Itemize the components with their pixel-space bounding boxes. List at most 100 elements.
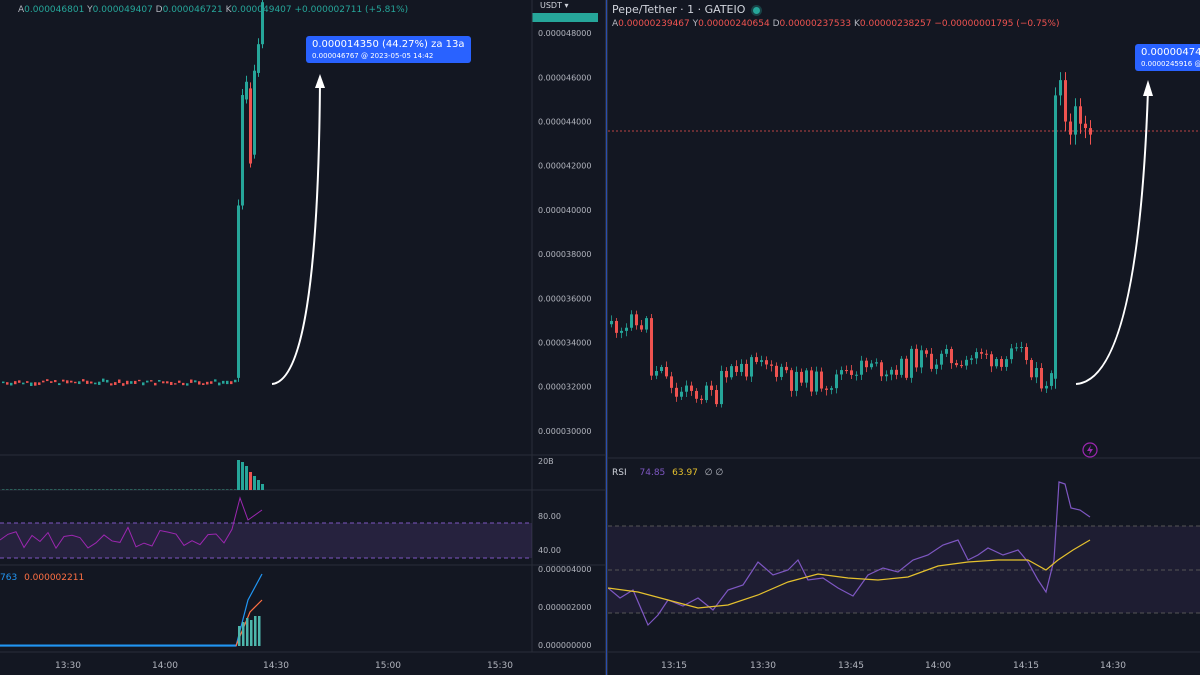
candle (1025, 347, 1028, 361)
chevron-down-icon: ▾ (564, 1, 569, 10)
volume-bar (210, 489, 213, 490)
candle (810, 370, 813, 392)
candle (625, 327, 628, 331)
volume-bar (30, 489, 33, 490)
candle (1015, 347, 1018, 349)
measure-tag-line1: 0.000014350 (44.27%) za 13a (312, 39, 465, 50)
indicator3-bar (242, 622, 245, 646)
indicator3-bar (238, 626, 241, 646)
volume-bar (245, 466, 248, 490)
time-axis-label: 14:30 (1100, 661, 1126, 671)
candle (720, 370, 723, 405)
price-axis-label: 0.000034000 (538, 339, 591, 348)
candle (1045, 385, 1048, 389)
candle (74, 381, 77, 384)
candle (745, 363, 748, 377)
right-chart-canvas[interactable]: 13:15 13:30 13:45 14:00 14:15 14:30 (608, 0, 1200, 675)
candle (158, 380, 161, 382)
rsi-axis-label: 40.00 (538, 546, 561, 555)
candle (122, 383, 125, 386)
candle (975, 352, 978, 359)
candle (6, 382, 9, 385)
indicator3-line (0, 573, 263, 647)
candle (110, 383, 113, 386)
price-tag[interactable]: 0.0000047401 0.0000245916 @ (1135, 44, 1200, 71)
volume-bar (222, 489, 225, 490)
candle (102, 378, 105, 382)
candle (30, 382, 33, 387)
indicator3-axis-label: 0.000002000 (538, 603, 591, 612)
candle (875, 362, 878, 364)
candle (166, 381, 169, 384)
indicator3-axis-label: 0.000000000 (538, 641, 591, 650)
volume-bar (58, 489, 61, 490)
left-chart-canvas[interactable]: 0.000048000 0.000046000 0.000044000 0.00004… (0, 0, 605, 675)
currency-dropdown[interactable]: USDT ▾ (540, 1, 569, 10)
candle (880, 362, 883, 377)
candle (114, 382, 117, 385)
volume-bar (66, 489, 69, 490)
candle (62, 379, 65, 382)
candle (226, 380, 229, 385)
candle (690, 385, 693, 391)
candle (86, 380, 89, 384)
candle (174, 383, 177, 385)
candle (249, 88, 252, 164)
volume-bar (110, 489, 113, 490)
candle (765, 360, 768, 365)
volume-bar (130, 489, 133, 490)
ohlc-y-value: 0.000049407 (92, 5, 153, 15)
rsi-value: 74.85 (639, 468, 666, 478)
candle (178, 380, 181, 383)
volume-bar (126, 489, 129, 490)
rsi-legend[interactable]: RSI 74.85 63.97 ∅ ∅ (612, 468, 723, 478)
candle (840, 370, 843, 375)
rsi-line (0, 496, 263, 550)
ohlc-d-value: 0.000046721 (162, 5, 223, 15)
volume-bar (90, 489, 93, 490)
candle (94, 382, 97, 385)
candle (1079, 106, 1082, 124)
candle (785, 366, 788, 371)
lightning-icon-bolt (1087, 445, 1093, 455)
candle (815, 371, 818, 392)
candle (42, 380, 45, 383)
candle (820, 371, 823, 389)
volume-bar (150, 489, 153, 490)
indicator3-value1: 763 (0, 573, 18, 583)
left-chart-pane[interactable]: A0.000046801 Y0.000049407 D0.000046721 K… (0, 0, 605, 675)
measure-tool-tag[interactable]: 0.000014350 (44.27%) za 13a 0.000046767 … (306, 36, 471, 63)
right-chart-pane[interactable]: Pepe/Tether · 1 · GATEIO A0.00000239467 … (608, 0, 1200, 675)
right-ohlc-legend: A0.00000239467 Y0.00000240654 D0.0000023… (612, 19, 1059, 29)
candle (725, 370, 728, 378)
candle (795, 371, 798, 391)
candle (22, 382, 25, 385)
volume-bar (26, 489, 29, 490)
candle (1089, 128, 1092, 135)
candle (138, 379, 141, 382)
candle (38, 382, 41, 385)
volume-bar (142, 489, 145, 490)
symbol-title-text: Pepe/Tether · 1 · GATEIO (612, 3, 746, 16)
volume-bar (134, 489, 137, 490)
ohlc-d-label: D (772, 19, 780, 29)
volume-bar (230, 489, 233, 490)
candle (830, 388, 833, 390)
candle (860, 360, 863, 375)
volume-bar (6, 489, 9, 490)
arrow-head-icon (1143, 80, 1153, 96)
pane-divider[interactable] (605, 0, 608, 675)
rsi-band (0, 523, 532, 558)
volume-bar (102, 489, 105, 490)
volume-bar (198, 489, 201, 490)
currency-label: USDT (540, 1, 562, 10)
symbol-title[interactable]: Pepe/Tether · 1 · GATEIO (612, 3, 761, 16)
price-axis-label: 0.000040000 (538, 206, 591, 215)
price-axis-label: 0.000046000 (538, 73, 591, 82)
candle (142, 382, 145, 386)
candle (1074, 106, 1077, 135)
candle (46, 379, 49, 382)
candle (635, 314, 638, 326)
volume-bar (158, 489, 161, 490)
candle (194, 380, 197, 383)
